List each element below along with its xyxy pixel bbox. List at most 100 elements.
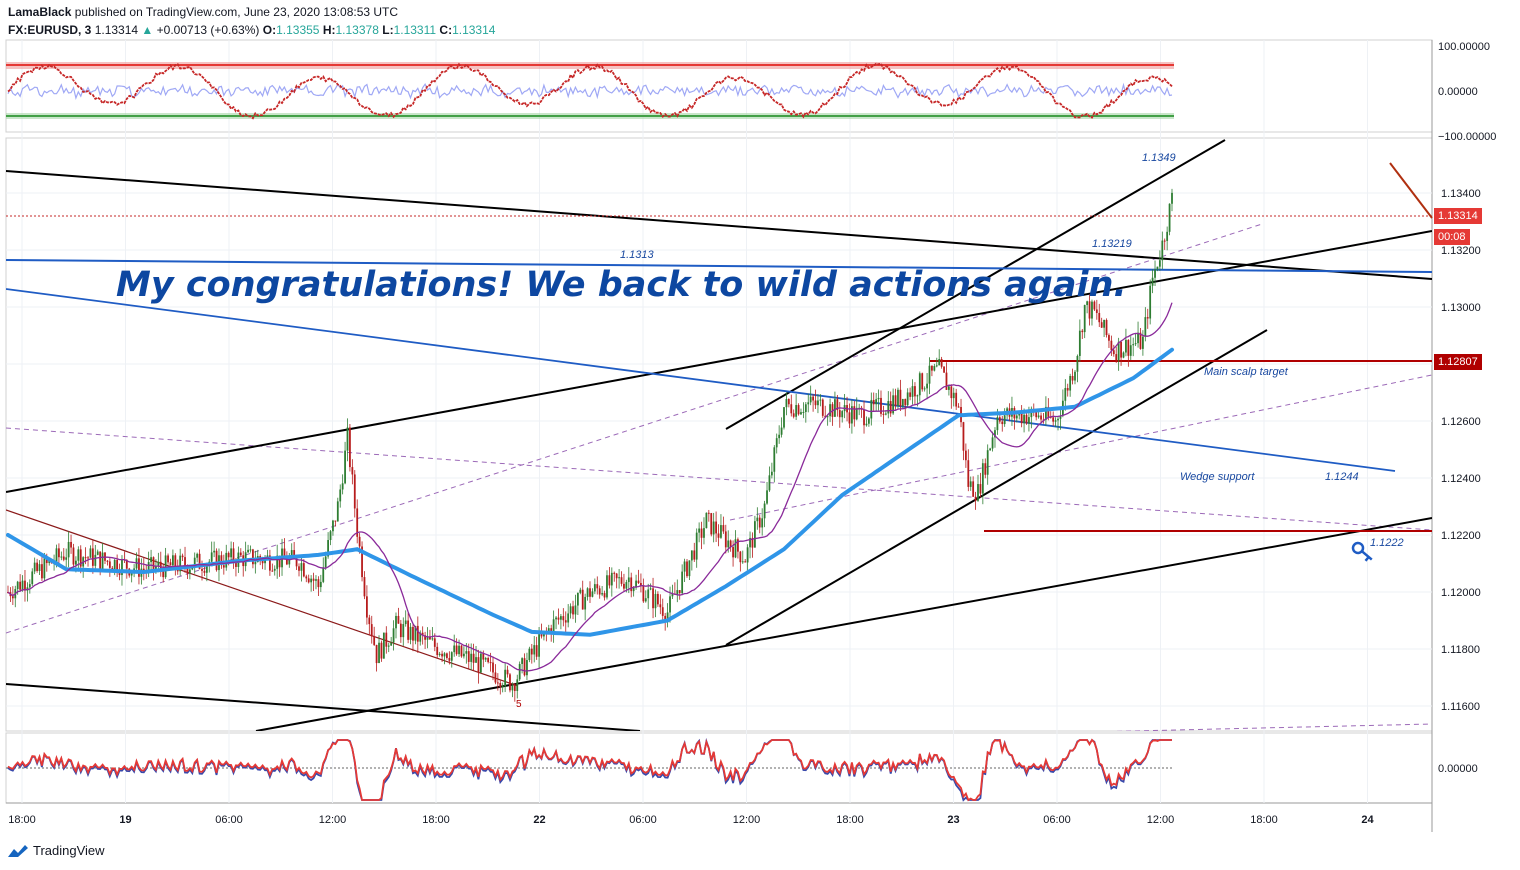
candle-body	[853, 406, 856, 420]
candle-body	[472, 653, 475, 663]
candle-body	[511, 685, 514, 691]
candle-body	[276, 555, 279, 569]
candle-body	[698, 528, 701, 533]
candle-body	[1134, 343, 1137, 345]
candle-body	[412, 626, 414, 641]
candle-body	[113, 559, 116, 571]
candle-body	[770, 471, 773, 476]
candle-body	[419, 632, 422, 642]
candle-body	[1098, 312, 1101, 323]
level-tag-12807: 1.12807	[1434, 354, 1482, 370]
candle-body	[201, 568, 203, 571]
time-axis[interactable]: 18:00 19 06:00 12:00 18:00 22 06:00 12:00 18:00 2…	[8, 814, 1374, 826]
candle-body	[756, 517, 759, 522]
symbol-label[interactable]: FX:EURUSD, 3	[8, 23, 92, 37]
candle-body	[574, 605, 577, 615]
candle-body	[1071, 375, 1074, 381]
candle-body	[906, 392, 909, 406]
candle-body	[94, 554, 97, 566]
candle-body	[555, 617, 557, 620]
candle-body	[188, 569, 191, 574]
candle-body	[1047, 406, 1050, 417]
candle-body	[501, 686, 504, 688]
candle-body	[686, 561, 688, 577]
candle-body	[851, 406, 853, 424]
candle-body	[421, 632, 424, 636]
candle-body	[901, 398, 904, 407]
candle-body	[994, 430, 996, 438]
candle-body	[31, 571, 34, 585]
resistance-line-1313	[6, 259, 1432, 273]
candle-body	[834, 399, 836, 417]
candle-body	[1037, 415, 1040, 418]
candle-body	[669, 596, 671, 613]
candle-body	[142, 568, 145, 571]
candle-body	[591, 591, 594, 597]
candle-body	[174, 555, 177, 569]
dashed-channel-mid	[6, 427, 1432, 531]
candle-body	[247, 549, 249, 553]
candle-body	[424, 635, 426, 640]
candle-body	[516, 679, 519, 691]
candle-body	[882, 413, 885, 415]
candle-body	[935, 365, 938, 367]
candle-body	[1086, 301, 1089, 306]
candle-body	[125, 559, 128, 569]
candle-body	[1117, 341, 1120, 361]
candle-body	[1057, 418, 1059, 421]
candle-body	[863, 409, 865, 426]
author-name[interactable]: LamaBlack	[8, 5, 72, 19]
candle-body	[222, 565, 225, 568]
candle-body	[880, 397, 882, 414]
candle-body	[938, 358, 941, 366]
trendline-bottom-falling	[6, 683, 641, 731]
candle-body	[252, 549, 254, 565]
candle-body	[191, 567, 194, 570]
candle-body	[513, 685, 516, 691]
candle-body	[606, 575, 608, 598]
osc-top-tick-high: 100.00000	[1438, 41, 1490, 53]
candle-body	[164, 555, 167, 578]
candle-body	[24, 580, 26, 591]
candle-body	[89, 548, 92, 558]
candle-body	[506, 669, 509, 675]
trendline-channel-lower	[725, 329, 1268, 646]
candle-body	[361, 546, 363, 578]
falling-wedge-line	[6, 509, 519, 687]
candle-body	[797, 405, 800, 415]
time-tick-label: 18:00	[8, 814, 36, 826]
candle-body	[509, 674, 511, 691]
candle-body	[916, 395, 919, 397]
candle-body	[162, 568, 165, 578]
candle-body	[744, 561, 747, 563]
candle-body	[1142, 336, 1144, 349]
candle-body	[196, 553, 199, 558]
candle-body	[302, 563, 305, 577]
candle-body	[1081, 330, 1084, 333]
tradingview-brand[interactable]: TradingView	[8, 843, 105, 858]
candle-body	[751, 537, 754, 548]
candle-body	[875, 399, 878, 405]
candle-body	[581, 589, 584, 610]
open-label: O:	[262, 23, 277, 37]
candle-body	[380, 642, 383, 659]
candle-body	[717, 533, 720, 538]
candle-body	[465, 651, 468, 654]
candle-body	[586, 588, 589, 597]
candle-body	[395, 615, 397, 629]
osc-bottom-a	[7, 737, 1172, 802]
candle-body	[116, 559, 119, 573]
candle-body	[453, 645, 456, 653]
main-scalp-label: Main scalp target	[1204, 366, 1289, 378]
candle-body	[724, 531, 727, 548]
candle-body	[792, 413, 795, 417]
candle-body	[463, 653, 465, 657]
price-axis[interactable]: 1.134001.132001.130001.128001.126001.124…	[1441, 188, 1481, 713]
candle-body	[892, 395, 895, 414]
change-value: +0.00713 (+0.63%)	[156, 23, 260, 37]
candle-body	[1035, 412, 1038, 418]
candle-body	[790, 404, 793, 414]
price-tick-label: 1.13000	[1441, 302, 1481, 314]
key-icon	[1351, 541, 1373, 562]
